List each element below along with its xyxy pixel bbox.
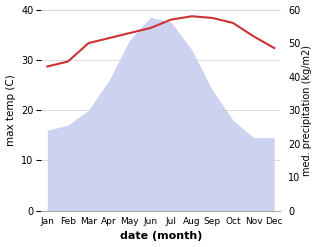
Y-axis label: med. precipitation (kg/m2): med. precipitation (kg/m2) [302,45,313,176]
X-axis label: date (month): date (month) [120,231,202,242]
Y-axis label: max temp (C): max temp (C) [5,74,16,146]
